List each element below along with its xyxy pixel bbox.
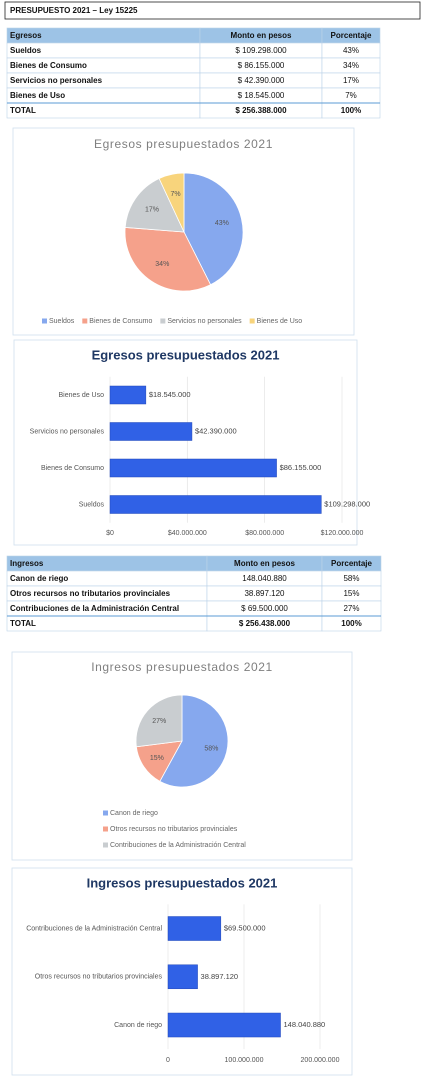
bar-value-label: $18.545.000 xyxy=(149,390,191,399)
slice-label: 17% xyxy=(145,207,159,214)
y-tick-label: Servicios no personales xyxy=(30,428,105,435)
legend-label: Bienes de Uso xyxy=(257,318,303,325)
legend-swatch xyxy=(103,842,108,848)
y-tick-label: Canon de riego xyxy=(114,1022,162,1029)
slice-label: 15% xyxy=(150,755,164,762)
cell-text: 38.897.120 xyxy=(244,589,285,598)
legend-label: Sueldos xyxy=(49,318,75,325)
bar-value-label: 148.040.880 xyxy=(284,1020,326,1029)
cell-text: $ 109.298.000 xyxy=(235,46,287,55)
bar xyxy=(167,964,198,990)
pie-slice xyxy=(183,172,244,286)
chart-title: Ingresos presupuestados 2021 xyxy=(87,875,278,890)
x-tick-label: 0 xyxy=(166,1057,170,1064)
pie-slice xyxy=(124,177,185,233)
header-text: Egresos xyxy=(10,31,42,40)
legend-swatch xyxy=(103,810,108,816)
cell-text: Contribuciones de la Administración Cent… xyxy=(10,604,179,613)
slice-label: 34% xyxy=(155,261,169,268)
cell-text: Otros recursos no tributarios provincial… xyxy=(10,589,171,598)
x-tick-label: $120.000.000 xyxy=(321,530,364,537)
chart-frame xyxy=(13,339,358,546)
cell-text: Bienes de Consumo xyxy=(10,61,87,70)
slice-label: 58% xyxy=(204,745,218,752)
cell-text: 7% xyxy=(345,91,357,100)
legend-swatch xyxy=(103,826,108,832)
legend-swatch xyxy=(42,318,47,324)
bar xyxy=(109,495,322,514)
cell-text: $ 18.545.000 xyxy=(238,91,285,100)
y-tick-label: Otros recursos no tributarios provincial… xyxy=(35,974,163,981)
title-box xyxy=(4,1,421,20)
cell-text: Sueldos xyxy=(10,46,42,55)
bar-value-label: $109.298.000 xyxy=(324,499,370,508)
cell-text: $ 42.390.000 xyxy=(238,76,285,85)
bar-value-label: $86.155.000 xyxy=(280,463,322,472)
header-text: Ingresos xyxy=(10,559,44,568)
header-text: Monto en pesos xyxy=(231,31,292,40)
cell-text: 100% xyxy=(341,619,361,628)
x-tick-label: 100.000.000 xyxy=(225,1057,264,1064)
bar-value-label: $42.390.000 xyxy=(195,426,237,435)
header-text: Monto en pesos xyxy=(234,559,295,568)
cell-text: $ 256.438.000 xyxy=(239,619,291,628)
x-tick-label: $0 xyxy=(106,530,114,537)
legend-label: Otros recursos no tributarios provincial… xyxy=(110,826,238,833)
table-cell xyxy=(6,615,208,632)
x-tick-label: $40.000.000 xyxy=(168,530,207,537)
y-tick-label: Bienes de Consumo xyxy=(41,465,104,472)
cell-text: 17% xyxy=(343,76,359,85)
chart-title: Egresos presupuestados 2021 xyxy=(94,137,273,151)
bar xyxy=(167,1012,281,1038)
cell-text: TOTAL xyxy=(10,619,36,628)
cell-text: 34% xyxy=(343,61,359,70)
bar xyxy=(109,458,277,478)
header-text: Porcentaje xyxy=(331,559,372,568)
cell-text: TOTAL xyxy=(10,106,36,115)
legend-swatch xyxy=(82,318,88,324)
legend-label: Bienes de Consumo xyxy=(89,318,152,325)
cell-text: 148.040.880 xyxy=(242,574,287,583)
legend-label: Canon de riego xyxy=(110,810,158,817)
bar-value-label: $69.500.000 xyxy=(224,924,266,933)
cell-text: 43% xyxy=(343,46,359,55)
bar xyxy=(167,916,222,941)
x-tick-label: $80.000.000 xyxy=(245,530,284,537)
x-tick-label: 200.000.000 xyxy=(301,1057,340,1064)
cell-text: $ 256.388.000 xyxy=(235,106,287,115)
cell-text: 100% xyxy=(341,106,361,115)
bar-value-label: 38.897.120 xyxy=(201,972,239,981)
pie-slice xyxy=(158,172,185,233)
pie-slice xyxy=(124,226,212,292)
cell-text: $ 86.155.000 xyxy=(238,61,285,70)
legend-swatch xyxy=(160,318,166,324)
slice-label: 27% xyxy=(152,718,166,725)
slice-label: 43% xyxy=(215,220,229,227)
cell-text: Servicios no personales xyxy=(10,76,103,85)
cell-text: Canon de riego xyxy=(10,574,68,583)
bar xyxy=(109,385,147,405)
pie-slice xyxy=(159,694,229,788)
cell-text: $ 69.500.000 xyxy=(241,604,288,613)
y-tick-label: Bienes de Uso xyxy=(58,392,104,399)
bar xyxy=(109,422,193,441)
chart-title: Ingresos presupuestados 2021 xyxy=(91,660,273,674)
chart-title: Egresos presupuestados 2021 xyxy=(92,347,280,362)
page-title: PRESUPUESTO 2021 – Ley 15225 xyxy=(10,6,138,15)
header-text: Porcentaje xyxy=(331,31,372,40)
slice-label: 7% xyxy=(171,191,181,198)
cell-text: 27% xyxy=(343,604,359,613)
cell-text: Bienes de Uso xyxy=(10,91,65,100)
table-cell xyxy=(6,102,201,119)
y-tick-label: Contribuciones de la Administración Cent… xyxy=(26,925,162,932)
pie-slice xyxy=(135,694,183,748)
legend-label: Contribuciones de la Administración Cent… xyxy=(110,842,246,849)
y-tick-label: Sueldos xyxy=(79,501,105,508)
legend-swatch xyxy=(249,318,255,324)
cell-text: 58% xyxy=(343,574,359,583)
cell-text: 15% xyxy=(343,589,359,598)
legend-label: Servicios no personales xyxy=(167,318,242,325)
